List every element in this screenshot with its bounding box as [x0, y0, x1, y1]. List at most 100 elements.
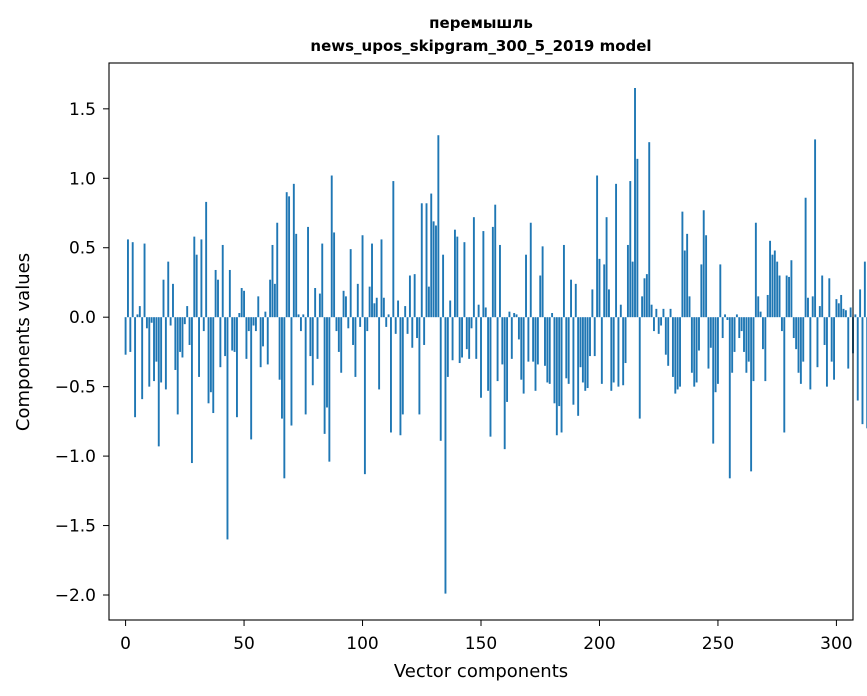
bar: [307, 226, 309, 318]
bar: [650, 304, 653, 318]
bar: [735, 314, 738, 318]
bar: [375, 297, 378, 318]
bar: [316, 317, 319, 359]
bar: [480, 317, 482, 398]
bar: [757, 296, 760, 318]
bar: [626, 244, 629, 318]
bar: [508, 311, 511, 318]
bar: [863, 261, 866, 318]
bar: [780, 317, 783, 332]
bar: [733, 317, 736, 352]
bar: [861, 317, 864, 425]
bar: [762, 317, 764, 350]
bar: [193, 236, 196, 318]
bar: [636, 158, 639, 318]
bar: [252, 317, 255, 326]
bar: [271, 244, 274, 318]
bar: [127, 239, 129, 318]
bar: [259, 317, 262, 368]
bar: [619, 304, 622, 318]
y-tick-label: 0.5: [69, 239, 96, 259]
bar: [842, 308, 845, 318]
bar: [437, 135, 440, 318]
bar: [162, 279, 165, 318]
bar: [586, 317, 589, 389]
bar: [712, 317, 715, 444]
bar: [309, 317, 312, 357]
bar: [629, 181, 632, 318]
bar: [408, 275, 411, 318]
bar: [499, 244, 501, 318]
bar: [233, 317, 236, 352]
bar: [442, 254, 445, 318]
bar: [754, 222, 757, 318]
bar: [337, 317, 340, 352]
bar: [425, 203, 428, 318]
bar: [840, 294, 843, 318]
bar: [664, 317, 667, 355]
bar: [657, 317, 660, 334]
bar: [527, 317, 530, 362]
bar: [634, 88, 636, 318]
bar: [631, 261, 634, 318]
bar: [148, 317, 151, 387]
bar: [491, 226, 494, 318]
bar: [790, 260, 793, 318]
bar: [432, 221, 435, 318]
bar: [269, 279, 272, 318]
bar: [219, 317, 222, 368]
bar: [837, 303, 840, 318]
bar: [243, 290, 246, 318]
bar: [683, 250, 686, 318]
bar: [610, 317, 613, 391]
bar: [709, 317, 712, 348]
bar: [835, 299, 838, 318]
bar: [209, 317, 212, 393]
bar: [688, 296, 691, 318]
bar: [700, 264, 703, 318]
bar: [333, 232, 336, 318]
bar: [449, 300, 452, 318]
bar: [435, 225, 437, 318]
bar: [690, 317, 693, 373]
bar: [743, 317, 745, 352]
bar: [323, 317, 326, 434]
bar: [335, 317, 338, 332]
bar: [698, 317, 700, 351]
bar: [778, 275, 781, 318]
bar: [856, 317, 859, 401]
bar: [506, 317, 509, 402]
bar: [771, 254, 774, 318]
bar: [411, 317, 414, 348]
bar: [217, 279, 219, 318]
y-tick-label: −1.0: [55, 447, 96, 467]
bar: [724, 314, 726, 318]
bar: [236, 317, 238, 418]
bar: [155, 317, 158, 362]
bar: [273, 283, 276, 318]
bar: [238, 313, 241, 318]
x-tick-label: 50: [233, 634, 255, 654]
bar: [221, 244, 224, 318]
bar: [413, 274, 416, 318]
bar: [702, 210, 705, 318]
y-tick-label: −0.5: [55, 378, 96, 398]
bar: [496, 317, 499, 382]
bar: [766, 294, 769, 318]
bar: [349, 249, 352, 318]
bar: [487, 317, 490, 391]
bar: [326, 317, 328, 408]
bar: [617, 317, 620, 387]
bar: [716, 317, 719, 384]
bar: [788, 276, 790, 318]
bar: [608, 289, 610, 318]
bar: [825, 317, 828, 387]
bar: [721, 317, 724, 339]
bar: [593, 317, 596, 357]
bar: [833, 317, 835, 380]
bar: [363, 317, 366, 475]
bar: [179, 317, 182, 352]
bar: [295, 233, 298, 318]
bar: [577, 317, 580, 416]
bar: [427, 286, 430, 318]
